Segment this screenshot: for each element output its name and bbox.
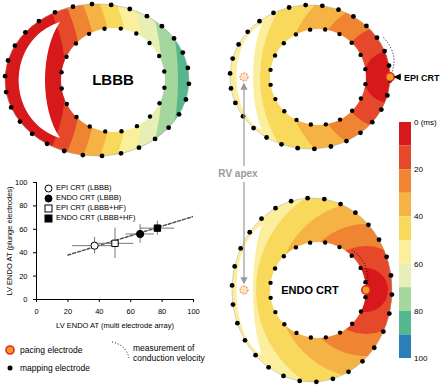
svg-text:0 (ms): 0 (ms) bbox=[414, 118, 437, 127]
svg-text:60: 60 bbox=[414, 260, 423, 269]
svg-text:20: 20 bbox=[19, 272, 27, 281]
svg-text:pacing electrode: pacing electrode bbox=[20, 345, 83, 355]
svg-text:40: 40 bbox=[19, 248, 27, 257]
svg-text:80: 80 bbox=[414, 307, 423, 316]
svg-text:LV ENDO AT (plunge electrodes): LV ENDO AT (plunge electrodes) bbox=[5, 186, 14, 296]
svg-text:EPI CRT: EPI CRT bbox=[404, 73, 440, 83]
svg-text:100: 100 bbox=[187, 307, 200, 316]
svg-text:100: 100 bbox=[414, 354, 428, 363]
svg-text:LV ENDO AT (multi electrode ar: LV ENDO AT (multi electrode array) bbox=[56, 321, 174, 330]
svg-text:LBBB: LBBB bbox=[92, 71, 134, 88]
svg-text:80: 80 bbox=[158, 307, 166, 316]
svg-text:20: 20 bbox=[64, 307, 72, 316]
svg-text:40: 40 bbox=[95, 307, 103, 316]
svg-text:0: 0 bbox=[34, 307, 38, 316]
svg-text:mapping electrode: mapping electrode bbox=[20, 363, 90, 373]
html-text:ENDO CRT (LBBB): ENDO CRT (LBBB) bbox=[56, 193, 122, 202]
svg-text:60: 60 bbox=[19, 225, 27, 234]
html-text:ENDO CRT (LBBB+HF): ENDO CRT (LBBB+HF) bbox=[56, 213, 136, 222]
svg-text:80: 80 bbox=[19, 201, 27, 210]
svg-text:RV apex: RV apex bbox=[218, 168, 258, 179]
svg-text:100: 100 bbox=[15, 178, 28, 187]
html-text:EPI CRT (LBBB): EPI CRT (LBBB) bbox=[56, 183, 112, 192]
html-text:measurement of conduction velo: measurement of conduction velocity bbox=[133, 343, 205, 363]
html-text:EPI CRT (LBBB+HF): EPI CRT (LBBB+HF) bbox=[56, 203, 126, 212]
svg-text:40: 40 bbox=[414, 212, 423, 221]
svg-text:ENDO CRT: ENDO CRT bbox=[281, 284, 339, 296]
svg-text:20: 20 bbox=[414, 165, 423, 174]
svg-text:60: 60 bbox=[127, 307, 135, 316]
svg-text:0: 0 bbox=[23, 295, 27, 304]
